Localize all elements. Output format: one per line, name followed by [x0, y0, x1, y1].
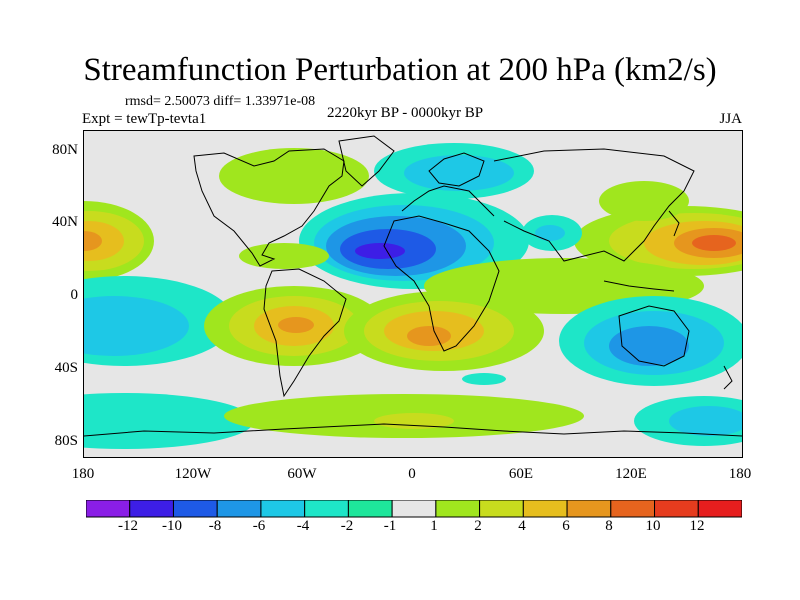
- colorbar-swatch: [610, 500, 656, 518]
- contour-middle-east-inner: [535, 225, 565, 241]
- contour-australia-core: [609, 326, 689, 366]
- colorbar-swatch: [172, 500, 218, 518]
- map-panel: [83, 130, 743, 458]
- map-svg: [84, 135, 742, 449]
- coastline-south-america: [263, 268, 347, 398]
- coastlines: [84, 135, 742, 437]
- colorbar-swatch: [260, 500, 306, 518]
- contour-pacific-east-core: [692, 235, 736, 251]
- coastline-antarctica: [84, 423, 742, 437]
- lon-label-0: 0: [408, 466, 416, 482]
- coastline-asia: [493, 148, 695, 262]
- lat-label-80n: 80N: [52, 142, 78, 158]
- contour-field: [84, 143, 742, 449]
- coastline-europe: [401, 185, 495, 217]
- contour-southern-ocean-east-inner: [669, 406, 742, 436]
- colorbar-swatch: [522, 500, 568, 518]
- colorbar-label: 6: [562, 518, 570, 534]
- contour-africa-core: [407, 326, 451, 346]
- colorbar-label: -8: [208, 518, 222, 534]
- lat-label-0: 0: [70, 287, 79, 303]
- contour-trop-pacific-west-inner: [84, 296, 189, 356]
- coastline-greenland: [338, 135, 395, 187]
- lat-label-40n: 40N: [52, 214, 78, 230]
- colorbar-swatch: [697, 500, 742, 518]
- coastline-north-america: [193, 148, 345, 267]
- colorbar-swatch: [216, 500, 262, 518]
- colorbar-label: 8: [605, 518, 613, 534]
- coastline-australia: [618, 305, 690, 367]
- lon-label-180w: 180: [71, 466, 95, 482]
- contour-north-america: [219, 148, 369, 204]
- colorbar-swatch: [304, 500, 349, 518]
- colorbar-label: 1: [430, 518, 438, 534]
- lon-label-120e: 120E: [615, 466, 647, 482]
- colorbar-swatch: [129, 500, 174, 518]
- lat-label-40s: 40S: [54, 360, 78, 376]
- coastline-indonesia: [603, 280, 675, 292]
- contour-gulf: [239, 243, 329, 269]
- contour-central-asia: [599, 181, 689, 221]
- lon-label-60e: 60E: [508, 466, 534, 482]
- coastline-scandinavia: [428, 152, 485, 187]
- lat-label-80s: 80S: [54, 433, 78, 449]
- coastline-new-zealand: [723, 365, 733, 390]
- coastline-japan: [668, 210, 680, 237]
- lon-label-120w: 120W: [174, 466, 212, 482]
- plot-title: Streamfunction Perturbation at 200 hPa (…: [83, 52, 717, 88]
- lon-label-60w: 60W: [287, 466, 317, 482]
- colorbar: [86, 500, 742, 518]
- colorbar-swatch: [479, 500, 524, 518]
- period-label: 2220kyr BP - 0000kyr BP: [326, 105, 484, 121]
- colorbar-label: -6: [252, 518, 266, 534]
- season-label: JJA: [719, 111, 742, 127]
- contour-atlantic-core: [355, 243, 405, 259]
- colorbar-label: 12: [689, 518, 705, 534]
- colorbar-swatch: [654, 500, 699, 518]
- colorbar-label: -1: [383, 518, 397, 534]
- colorbar-swatch: [435, 500, 481, 518]
- stats-text: rmsd= 2.50073 diff= 1.33971e-08: [125, 94, 316, 109]
- experiment-label: Expt = tewTp-tevta1: [82, 111, 207, 127]
- contour-scandinavia-inner: [404, 155, 514, 191]
- contour-south-atlantic-small: [462, 373, 506, 385]
- colorbar-label: 4: [518, 518, 526, 534]
- colorbar-swatches: [86, 500, 742, 518]
- colorbar-swatch: [566, 500, 612, 518]
- contour-south-america-core: [278, 317, 314, 333]
- lon-label-180e: 180: [728, 466, 752, 482]
- contour-southern-ocean-west: [84, 393, 254, 449]
- colorbar-label: -10: [162, 518, 182, 534]
- colorbar-label: -4: [296, 518, 310, 534]
- contour-pacific-west-core: [84, 231, 102, 251]
- contour-pacific-west-l3: [84, 221, 124, 261]
- colorbar-label: 2: [474, 518, 482, 534]
- colorbar-label: -2: [340, 518, 354, 534]
- colorbar-label: 10: [645, 518, 661, 534]
- colorbar-swatch: [86, 500, 131, 518]
- coastline-africa: [383, 215, 500, 352]
- colorbar-label: -12: [118, 518, 138, 534]
- colorbar-swatch: [347, 500, 393, 518]
- colorbar-swatch: [391, 500, 437, 518]
